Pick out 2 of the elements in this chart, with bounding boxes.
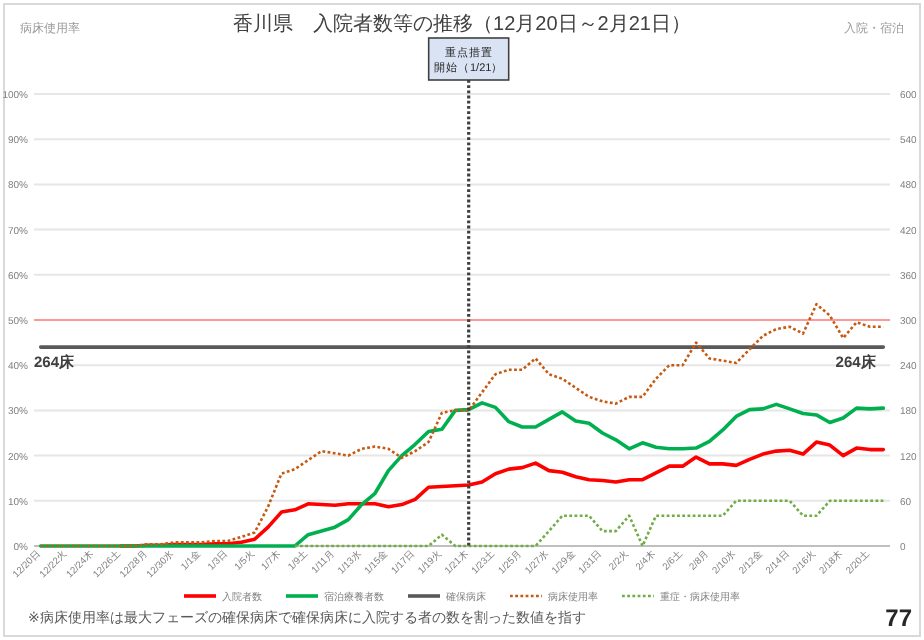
text: 77: [885, 604, 913, 632]
chart-title: 香川県 入院者数等の推移（12月20日～2月21日）: [233, 12, 691, 36]
